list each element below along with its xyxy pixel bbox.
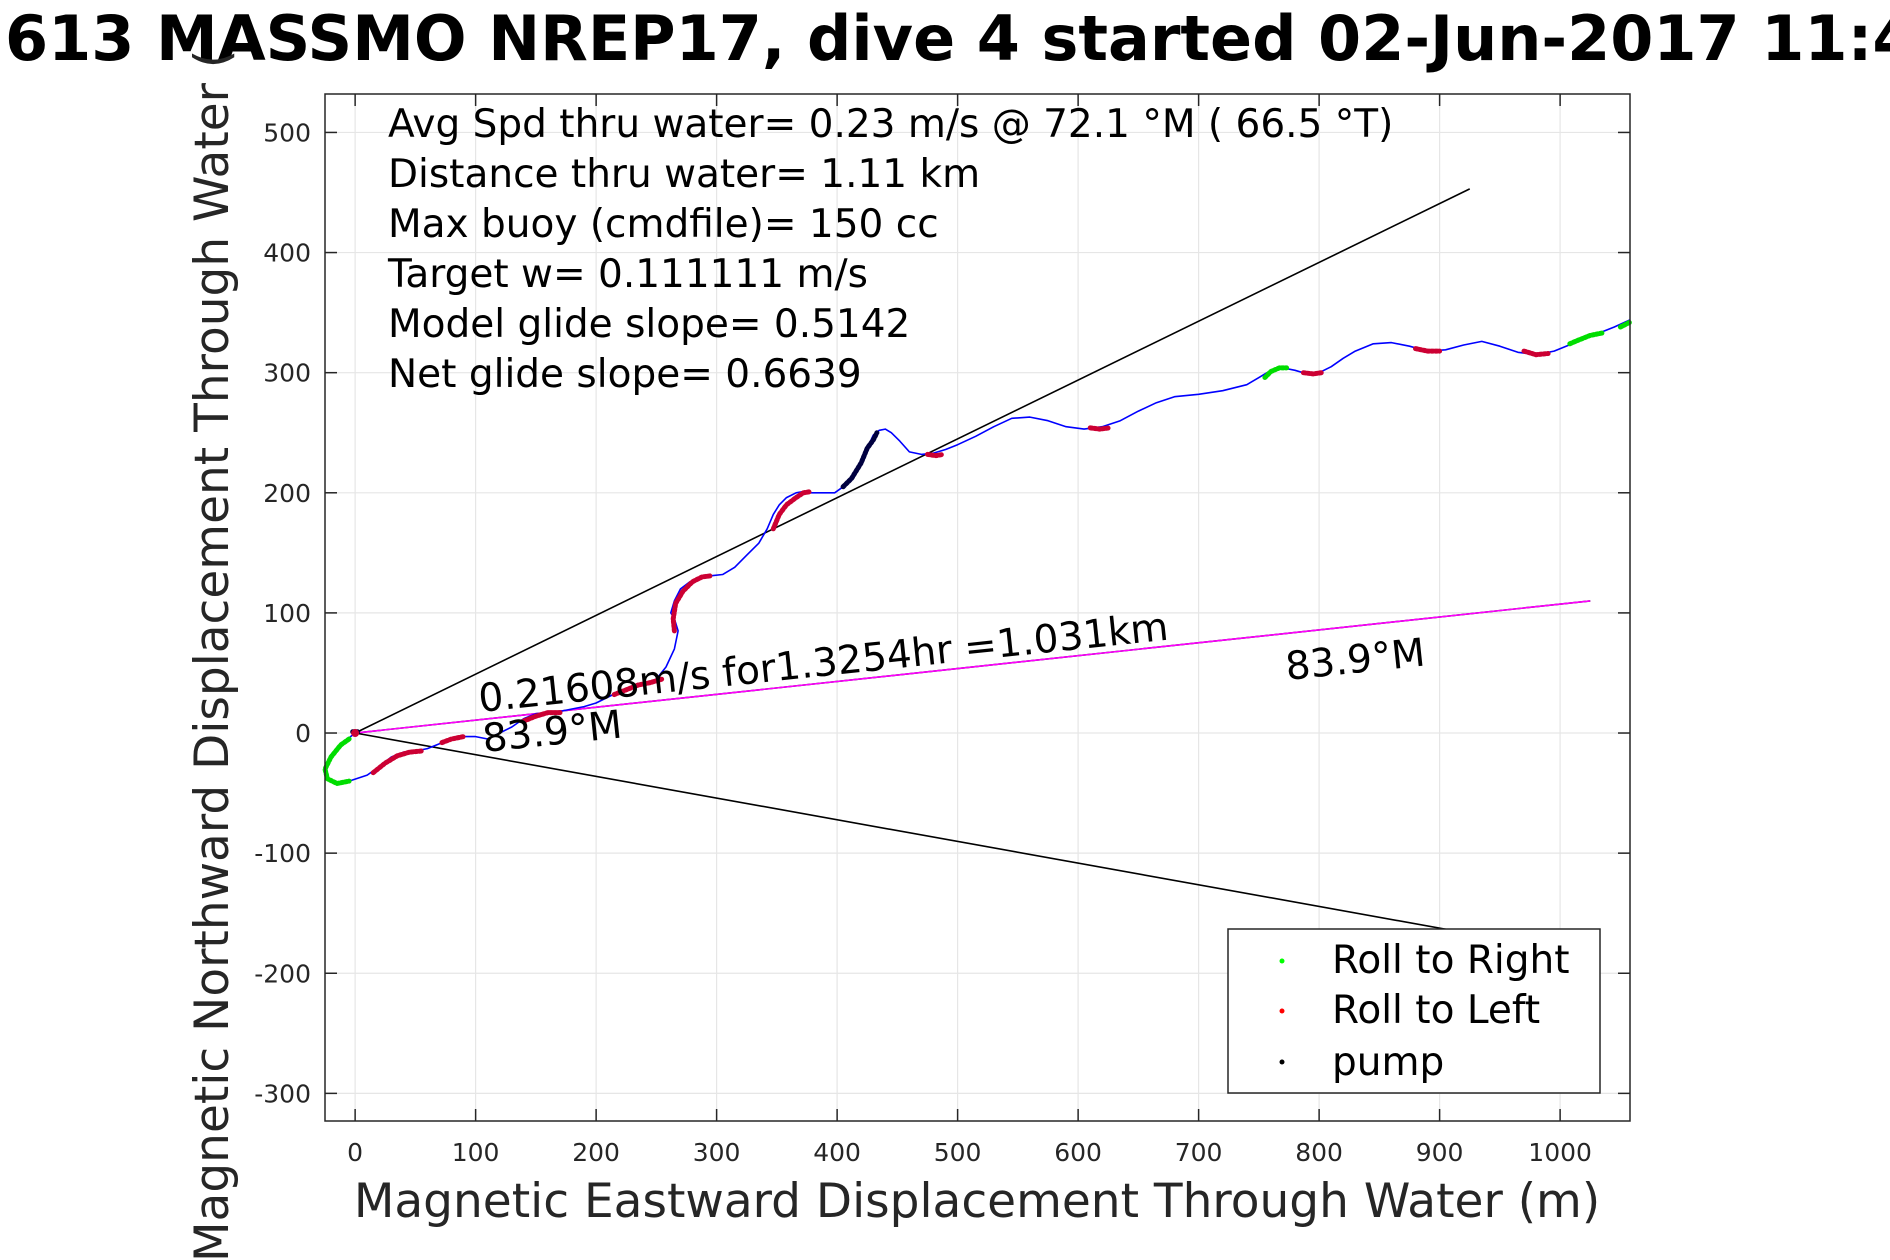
chart-title: 613 MASSMO NREP17, dive 4 started 02-Jun…: [5, 2, 1890, 75]
roll-left-marker: [1087, 425, 1112, 432]
legend-label-roll-left: Roll to Left: [1332, 988, 1540, 1033]
info-line-model-glide: Model glide slope= 0.5142: [388, 302, 910, 347]
reference-line: [354, 188, 1471, 734]
roll-left-marker: [770, 489, 814, 532]
y-tick-label: 100: [263, 599, 311, 628]
legend-label-pump: pump: [1332, 1040, 1444, 1085]
roll-left-marker: [521, 710, 563, 724]
roll-right-marker: [1262, 365, 1290, 380]
legend: Roll to Right Roll to Left pump: [1227, 928, 1601, 1094]
track: [324, 319, 1631, 785]
x-tick-label: 500: [934, 1138, 982, 1167]
track-line: [324, 319, 1631, 785]
tick-marks: [325, 94, 1630, 1121]
x-tick-label: 100: [452, 1138, 500, 1167]
y-tick-labels: 500 400 300 200 100 0 -100 -200 -300: [254, 118, 311, 1108]
roll-left-marker: [670, 573, 715, 634]
x-tick-label: 800: [1295, 1138, 1343, 1167]
roll-left-marker: [611, 676, 665, 698]
info-line-max-buoy: Max buoy (cmdfile)= 150 cc: [388, 202, 939, 247]
info-box: Avg Spd thru water= 0.23 m/s @ 72.1 °M (…: [387, 102, 1393, 397]
info-line-net-glide: Net glide slope= 0.6639: [388, 352, 862, 397]
y-tick-label: 300: [263, 359, 311, 388]
roll-markers: [322, 319, 1633, 786]
legend-marker-roll-right: [1279, 958, 1285, 964]
x-tick-label: 300: [693, 1138, 741, 1167]
y-tick-label: 200: [263, 479, 311, 508]
x-tick-label: 1000: [1528, 1138, 1592, 1167]
x-tick-label: 0: [347, 1138, 363, 1167]
x-tick-label: 200: [572, 1138, 620, 1167]
roll-left-marker: [439, 734, 467, 746]
roll-left-marker: [925, 451, 946, 459]
roll-left-marker: [1521, 348, 1551, 358]
roll-right-marker: [1617, 319, 1633, 330]
y-tick-label: 0: [295, 719, 311, 748]
info-line-avg-speed: Avg Spd thru water= 0.23 m/s @ 72.1 °M (…: [388, 102, 1393, 147]
plot-frame: [324, 93, 1631, 1122]
info-line-distance: Distance thru water= 1.11 km: [388, 152, 980, 197]
x-tick-label: 600: [1054, 1138, 1102, 1167]
y-tick-label: -100: [254, 839, 311, 868]
y-tick-label: -300: [254, 1079, 311, 1108]
legend-box: [1227, 928, 1601, 1094]
y-axis-label: Magnetic Northward Displacement Through …: [185, 50, 240, 1260]
pump-marker: [840, 430, 880, 490]
legend-marker-pump: [1279, 1059, 1285, 1065]
x-tick-label: 400: [813, 1138, 861, 1167]
reference-line: [354, 732, 1591, 957]
roll-left-marker: [370, 748, 424, 776]
start-point-marker: [351, 729, 360, 738]
y-tick-label: 500: [263, 118, 311, 147]
y-tick-label: -200: [254, 959, 311, 988]
info-line-target-w: Target w= 0.111111 m/s: [387, 252, 868, 297]
roll-left-marker: [1413, 346, 1443, 354]
legend-marker-roll-left: [1279, 1008, 1285, 1014]
x-tick-label: 900: [1416, 1138, 1464, 1167]
grid: [325, 94, 1630, 1121]
legend-label-roll-right: Roll to Right: [1332, 938, 1570, 983]
x-tick-label: 700: [1175, 1138, 1223, 1167]
y-tick-label: 400: [263, 239, 311, 268]
x-axis-label: Magnetic Eastward Displacement Through W…: [354, 1174, 1600, 1229]
roll-left-marker: [1300, 370, 1324, 377]
x-tick-labels: 0 100 200 300 400 500 600 700 800 900 1000: [347, 1138, 1592, 1167]
roll-right-marker: [1567, 330, 1605, 347]
